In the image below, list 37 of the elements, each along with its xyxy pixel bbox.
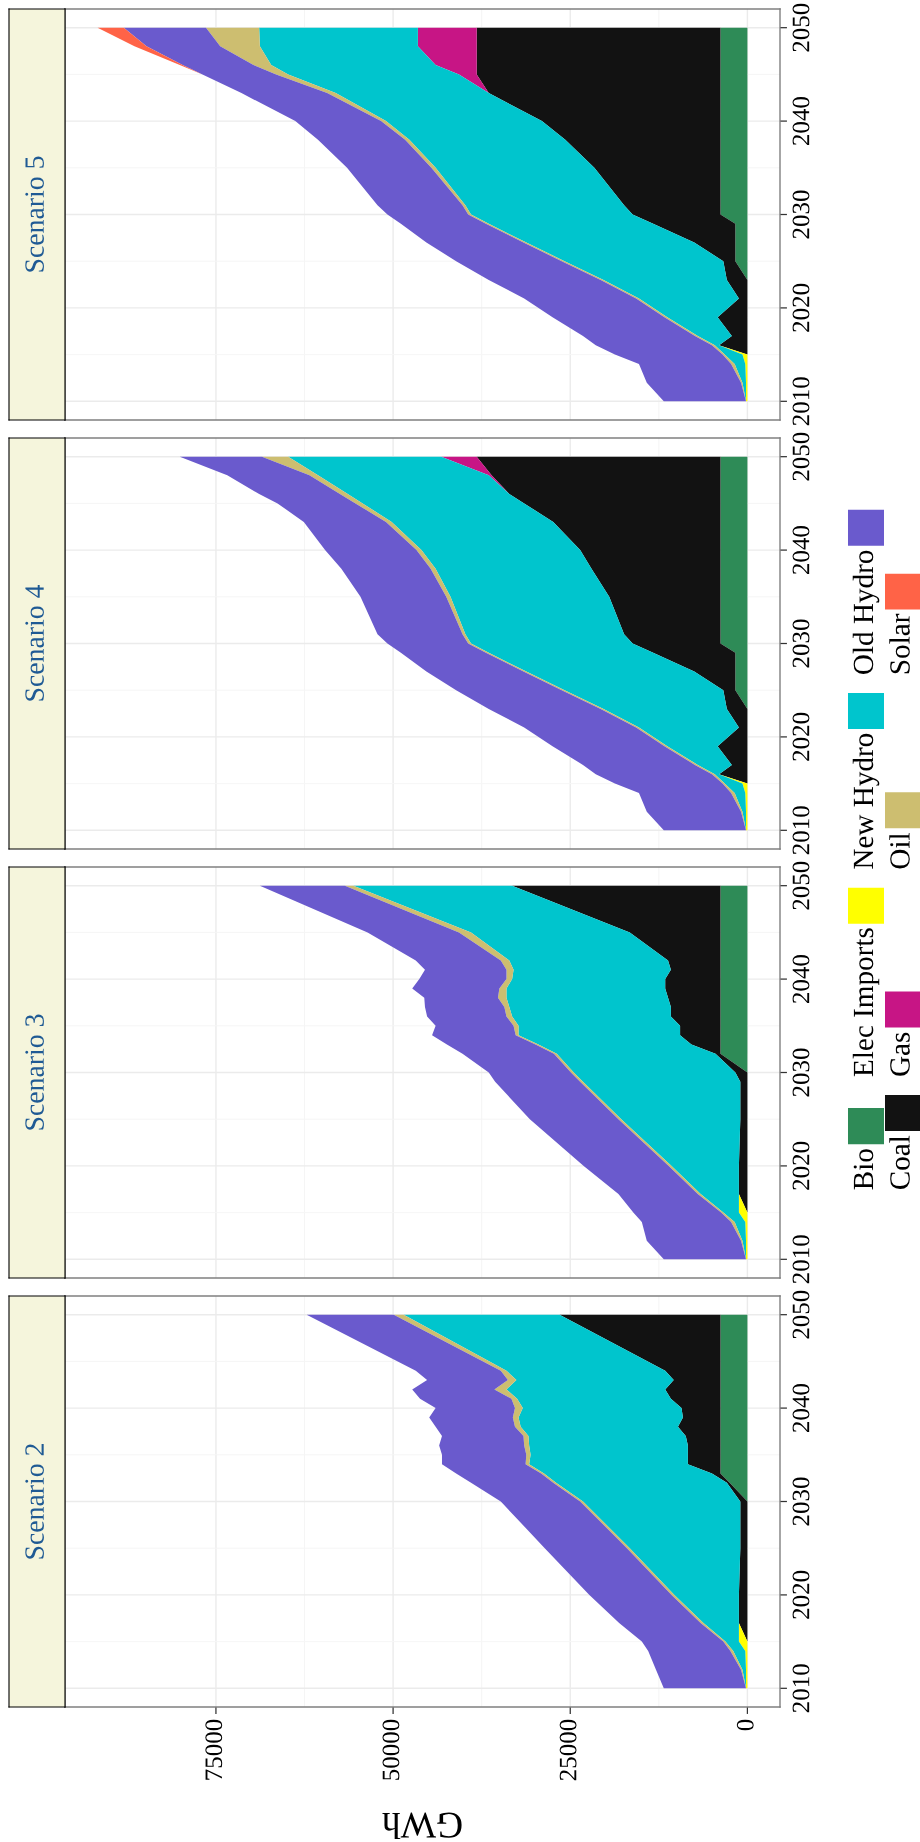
x-tick-label: 25000 <box>559 1719 577 1781</box>
y-tick-label: 2050 <box>792 1290 810 1339</box>
y-tick-label: 2050 <box>792 861 810 910</box>
y-tick-label: 2010 <box>792 1664 810 1713</box>
text: Scenario 2 <box>25 1444 44 1559</box>
y-tick-label: 2030 <box>792 1477 810 1526</box>
text: Scenario 5 <box>25 156 44 272</box>
y-tick-label: 2020 <box>792 283 810 332</box>
y-tick-label: 2010 <box>792 1235 810 1284</box>
y-tick-label: 2050 <box>792 432 810 481</box>
y-tick-label: 2040 <box>792 955 810 1003</box>
y-tick-label: 2010 <box>792 377 810 426</box>
y-tick-label: 2040 <box>792 526 810 574</box>
y-tick-label: 2010 <box>792 806 810 855</box>
y-tick-label: 2040 <box>792 1384 810 1432</box>
text: Scenario 3 <box>25 1014 44 1130</box>
legend-label: Bio <box>853 1149 874 1190</box>
legend-label: Elec Imports <box>852 928 880 1077</box>
legend-label: Coal <box>889 1135 910 1190</box>
legend-label: New Hydro <box>852 733 880 869</box>
y-tick-label: 2030 <box>792 1048 810 1097</box>
y-tick-label: 2050 <box>792 3 810 52</box>
y-tick-label: 2030 <box>792 190 810 239</box>
x-tick-label: 0 <box>736 1719 754 1731</box>
y-tick-label: 2020 <box>792 1141 810 1190</box>
legend-label: Solar <box>889 613 910 674</box>
legend-label: Oil <box>889 832 910 869</box>
x-tick-label: 50000 <box>382 1719 400 1780</box>
y-tick-label: 2030 <box>792 619 810 668</box>
text: Scenario 4 <box>25 584 44 701</box>
legend-label: Gas <box>890 1032 910 1076</box>
legend-label: Old Hydro <box>852 550 880 674</box>
y-tick-label: 2020 <box>792 1570 810 1619</box>
x-axis-title: GWh <box>382 1812 462 1839</box>
x-tick-label: 75000 <box>205 1719 223 1780</box>
y-tick-label: 2020 <box>792 712 810 761</box>
y-tick-label: 2040 <box>792 97 810 145</box>
